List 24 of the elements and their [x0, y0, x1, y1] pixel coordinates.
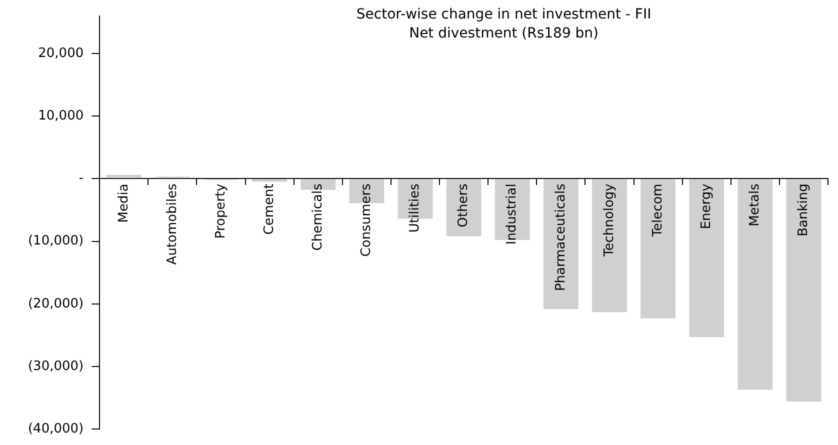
y-tick-label: (30,000) [28, 358, 84, 374]
x-tick-label: Automobiles [164, 183, 180, 265]
x-tick-label: Others [456, 183, 472, 228]
y-tick-label: (10,000) [28, 234, 84, 249]
x-tick-label: Energy [698, 183, 714, 230]
x-tick-label: Consumers [359, 183, 374, 257]
y-tick-label: (20,000) [28, 296, 84, 312]
x-tick-label: Cement [262, 184, 277, 235]
y-tick-label: - [78, 171, 84, 186]
x-tick-label: Pharmaceuticals [553, 183, 568, 292]
x-tick-label: Telecom [650, 184, 666, 238]
chart-title: Sector-wise change in net investment - FII [356, 6, 652, 23]
y-tick-label: (40,000) [28, 422, 84, 437]
x-tick-label: Banking [796, 184, 812, 236]
x-tick-label: Industrial [504, 184, 520, 245]
x-tick-label: Media [116, 184, 132, 223]
text: Net divestment (Rs189 bn) [409, 26, 599, 42]
y-tick-label: 10,000 [38, 108, 84, 124]
y-tick-label: 20,000 [38, 46, 84, 61]
x-tick-label: Utilities [408, 183, 423, 233]
x-tick-label: Metals [748, 183, 763, 226]
x-tick-label: Technology [602, 183, 617, 258]
x-tick-label: Property [213, 183, 228, 239]
x-tick-label: Chemicals [310, 183, 326, 251]
